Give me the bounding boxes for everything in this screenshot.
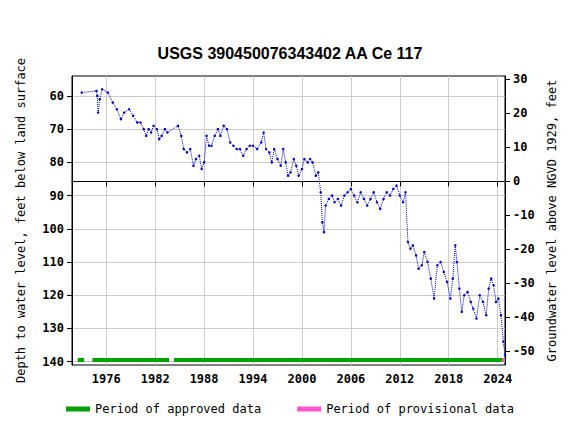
svg-text:1982: 1982: [141, 372, 170, 386]
svg-text:-40: -40: [513, 310, 535, 324]
svg-text:100: 100: [42, 222, 64, 236]
svg-text:USGS 390450076343402 AA Ce 117: USGS 390450076343402 AA Ce 117: [158, 45, 423, 62]
svg-text:130: 130: [42, 321, 64, 335]
svg-text:2000: 2000: [288, 372, 317, 386]
svg-text:90: 90: [50, 189, 64, 203]
svg-text:Groundwater level above NGVD 1: Groundwater level above NGVD 1929, feet: [545, 80, 559, 362]
svg-text:2012: 2012: [385, 372, 414, 386]
svg-text:Depth to water level, feet bel: Depth to water level, feet below land su…: [14, 58, 28, 383]
svg-text:-10: -10: [513, 208, 535, 222]
svg-text:70: 70: [50, 122, 64, 136]
svg-text:2024: 2024: [483, 372, 512, 386]
svg-text:120: 120: [42, 288, 64, 302]
svg-text:2018: 2018: [434, 372, 463, 386]
svg-text:2006: 2006: [336, 372, 365, 386]
svg-text:110: 110: [42, 255, 64, 269]
svg-text:20: 20: [513, 106, 527, 120]
svg-text:140: 140: [42, 355, 64, 369]
svg-text:-30: -30: [513, 276, 535, 290]
svg-text:0: 0: [513, 174, 520, 188]
svg-text:-20: -20: [513, 242, 535, 256]
svg-text:-50: -50: [513, 344, 535, 358]
svg-text:10: 10: [513, 140, 527, 154]
svg-text:80: 80: [50, 155, 64, 169]
svg-text:Period of provisional data: Period of provisional data: [326, 402, 514, 416]
svg-text:1994: 1994: [239, 372, 268, 386]
svg-text:1976: 1976: [92, 372, 121, 386]
svg-text:1988: 1988: [190, 372, 219, 386]
svg-text:30: 30: [513, 72, 527, 86]
svg-text:Period of approved data: Period of approved data: [95, 402, 261, 416]
svg-text:60: 60: [50, 89, 64, 103]
